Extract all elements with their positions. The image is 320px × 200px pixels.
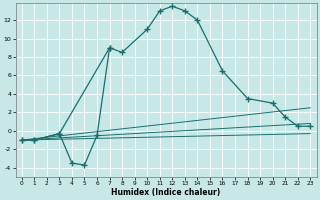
- X-axis label: Humidex (Indice chaleur): Humidex (Indice chaleur): [111, 188, 221, 197]
